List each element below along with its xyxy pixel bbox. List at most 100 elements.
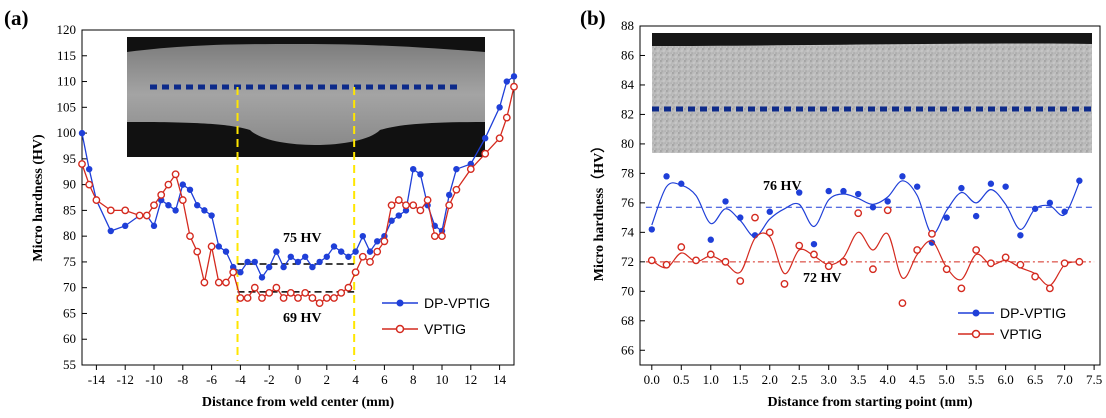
data-point-dp-vptig-a: [107, 227, 115, 235]
data-point-vptig-a: [193, 247, 202, 256]
data-point-vptig-b: [751, 213, 759, 222]
x-tick-label-a: -10: [145, 372, 162, 387]
data-point-dp-vptig-a: [194, 202, 201, 209]
data-point-vptig-a: [330, 294, 338, 302]
y-axis-label-a: Micro hardness (HV): [31, 134, 46, 262]
data-point-vptig-a: [106, 206, 115, 215]
y-tick-label-a: 85: [63, 202, 76, 217]
annotation-69hv: 69 HV: [283, 311, 322, 326]
x-tick-label-a: 4: [352, 372, 359, 387]
x-tick-label-a: -14: [88, 372, 106, 387]
data-point-dp-vptig-a: [222, 248, 230, 255]
data-point-dp-vptig-a: [330, 243, 338, 250]
annotation-72hv: 72 HV: [803, 271, 842, 286]
data-point-vptig-a: [178, 196, 187, 204]
data-point-dp-vptig-b: [1002, 183, 1009, 190]
data-point-dp-vptig-a: [266, 263, 273, 271]
x-tick-label-a: 14: [493, 372, 507, 387]
data-point-vptig-b: [677, 243, 686, 251]
y-tick-label-b: 84: [621, 77, 635, 92]
data-point-dp-vptig-a: [251, 258, 258, 266]
data-point-vptig-b: [721, 257, 730, 266]
y-tick-label-b: 68: [621, 313, 634, 328]
data-point-vptig-a: [337, 288, 346, 297]
data-point-dp-vptig-a: [186, 186, 194, 193]
data-point-dp-vptig-a: [453, 165, 460, 173]
data-point-dp-vptig-a: [258, 274, 266, 281]
x-tick-label-b: 2.0: [762, 372, 778, 387]
data-point-vptig-a: [445, 201, 454, 210]
data-point-dp-vptig-a: [496, 104, 503, 111]
data-point-dp-vptig-a: [388, 217, 395, 224]
x-tick-label-b: 7.5: [1086, 372, 1102, 387]
data-point-vptig-a: [322, 294, 331, 302]
series-group-b: [645, 173, 1095, 307]
data-point-vptig-a: [279, 294, 288, 302]
annotation-76hv: 76 HV: [763, 179, 802, 194]
x-tick-label-b: 6.0: [998, 372, 1014, 387]
x-tick-label-b: 3.0: [821, 372, 837, 387]
data-point-dp-vptig-b: [707, 236, 714, 243]
y-tick-label-b: 74: [621, 224, 635, 239]
data-point-vptig-a: [394, 196, 403, 204]
data-point-dp-vptig-a: [395, 212, 402, 219]
data-point-dp-vptig-a: [510, 73, 518, 80]
legend-marker-dp-vptig-b: [972, 309, 980, 317]
data-point-vptig-a: [423, 196, 432, 204]
data-point-vptig-a: [294, 294, 302, 302]
data-point-dp-vptig-a: [417, 171, 424, 178]
data-point-dp-vptig-a: [345, 253, 352, 260]
data-point-vptig-a: [229, 268, 238, 277]
x-tick-label-a: 6: [381, 372, 388, 387]
data-point-vptig-b: [839, 257, 848, 266]
data-point-vptig-a: [466, 165, 475, 174]
data-point-vptig-b: [824, 262, 833, 271]
data-point-dp-vptig-a: [366, 248, 374, 255]
data-point-dp-vptig-b: [913, 183, 921, 190]
data-point-dp-vptig-b: [737, 214, 744, 221]
data-point-vptig-a: [121, 206, 130, 215]
data-point-dp-vptig-b: [825, 187, 832, 195]
data-point-vptig-a: [214, 278, 223, 287]
panel-b: (b) 0.0 0.5 1.0 1.5 2.0 2.5 3.0 3.5 4.0 4.5 5.0 5.5…: [580, 6, 1102, 410]
surface-edge: [652, 33, 1092, 46]
data-point-vptig-a: [315, 299, 324, 308]
y-tick-label-a: 115: [57, 48, 76, 63]
annotation-75hv: 75 HV: [283, 231, 322, 246]
panel-a: (a) -14 -12 -10 -8 -6 -4 -2 0 2 4 6 8 10 12 14 55 60 65 70…: [4, 6, 518, 410]
x-tick-label-b: 4.0: [880, 372, 896, 387]
data-point-vptig-a: [272, 283, 281, 292]
x-tick-label-a: 2: [324, 372, 331, 387]
data-point-vptig-a: [358, 252, 367, 261]
data-point-vptig-a: [92, 196, 101, 204]
weld-micrograph-a: [127, 37, 485, 157]
data-point-vptig-a: [265, 288, 274, 297]
data-point-dp-vptig-a: [374, 238, 381, 245]
data-point-dp-vptig-a: [323, 253, 330, 260]
data-point-vptig-a: [250, 283, 259, 292]
data-point-vptig-b: [1001, 253, 1010, 262]
data-point-dp-vptig-a: [316, 258, 323, 266]
data-point-vptig-a: [236, 294, 245, 302]
data-point-vptig-a: [510, 82, 518, 91]
data-point-vptig-b: [706, 250, 715, 259]
x-axis-label-a: Distance from weld center (mm): [202, 395, 395, 410]
data-point-vptig-a: [387, 201, 396, 210]
data-point-dp-vptig-a: [410, 165, 417, 173]
y-tick-label-a: 80: [63, 228, 76, 243]
data-point-dp-vptig-a: [78, 129, 86, 137]
data-point-dp-vptig-a: [280, 263, 287, 271]
data-point-vptig-a: [243, 294, 252, 302]
data-point-dp-vptig-b: [987, 180, 995, 187]
data-point-dp-vptig-b: [943, 214, 950, 221]
x-tick-label-a: 12: [464, 372, 477, 387]
data-point-vptig-b: [795, 241, 804, 250]
data-point-vptig-a: [366, 258, 374, 266]
weld-bead-section: [127, 44, 485, 145]
y-tick-label-b: 76: [621, 195, 635, 210]
data-point-dp-vptig-a: [201, 207, 208, 214]
data-point-vptig-b: [869, 265, 877, 274]
x-tick-label-b: 0.0: [644, 372, 660, 387]
data-point-vptig-a: [308, 294, 317, 302]
